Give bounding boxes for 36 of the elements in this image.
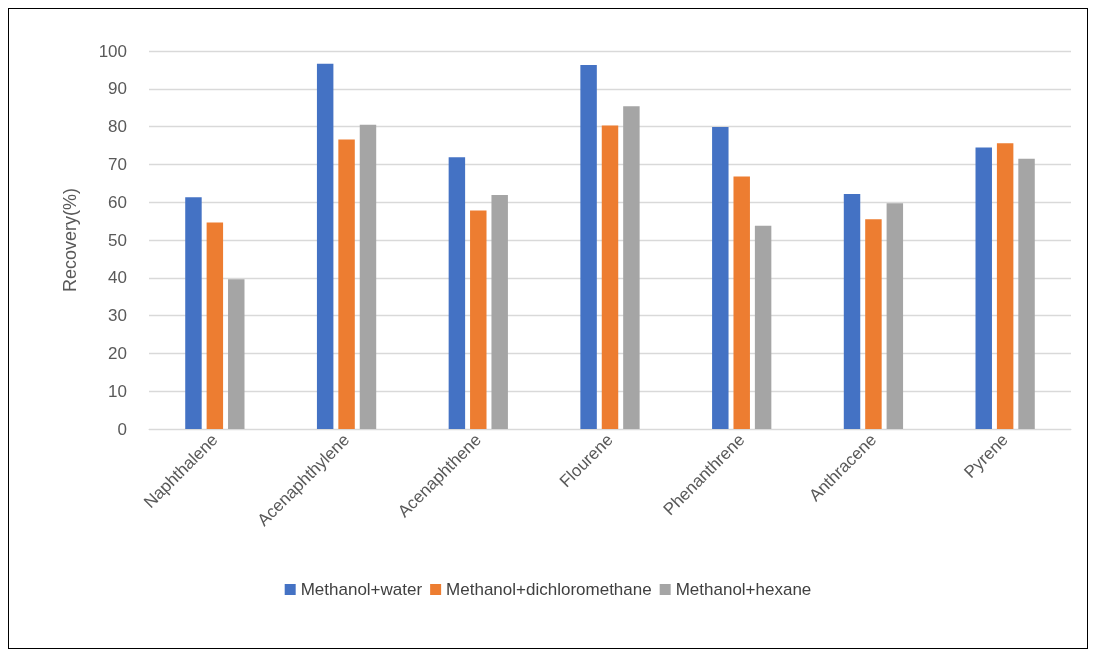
bar [359,124,377,429]
bar [206,222,224,429]
bar [843,193,861,429]
y-tick-label: 50 [108,230,127,250]
bar [338,139,355,429]
bar [228,279,245,429]
y-tick-label: 0 [117,419,127,439]
bar [886,203,904,429]
bar [185,197,202,429]
y-tick-label: 90 [108,79,127,99]
bar [996,143,1014,429]
y-axis-title: Recovery(%) [60,187,80,293]
y-tick-label: 10 [108,381,127,401]
y-tick-label: 30 [108,306,127,326]
legend-label: Methanol+hexane [675,580,812,599]
bar [733,176,750,429]
bar [470,210,487,429]
y-tick-label: 70 [108,154,127,174]
y-tick-label: 20 [108,343,127,363]
bar [448,157,466,429]
y-tick-label: 60 [108,192,127,212]
bar [1018,158,1035,429]
bar [623,106,640,429]
bar [712,126,729,429]
legend-label: Methanol+dichloromethane [446,580,652,599]
bar [865,219,882,429]
bar [316,63,334,429]
legend-label: Methanol+water [300,580,423,599]
bar [975,147,992,429]
y-tick-label: 80 [108,117,127,137]
y-tick-label: 40 [108,268,127,288]
bar [580,64,597,429]
bar [491,195,508,429]
bar [754,225,772,429]
bar [601,125,619,429]
y-tick-label: 100 [98,41,127,61]
